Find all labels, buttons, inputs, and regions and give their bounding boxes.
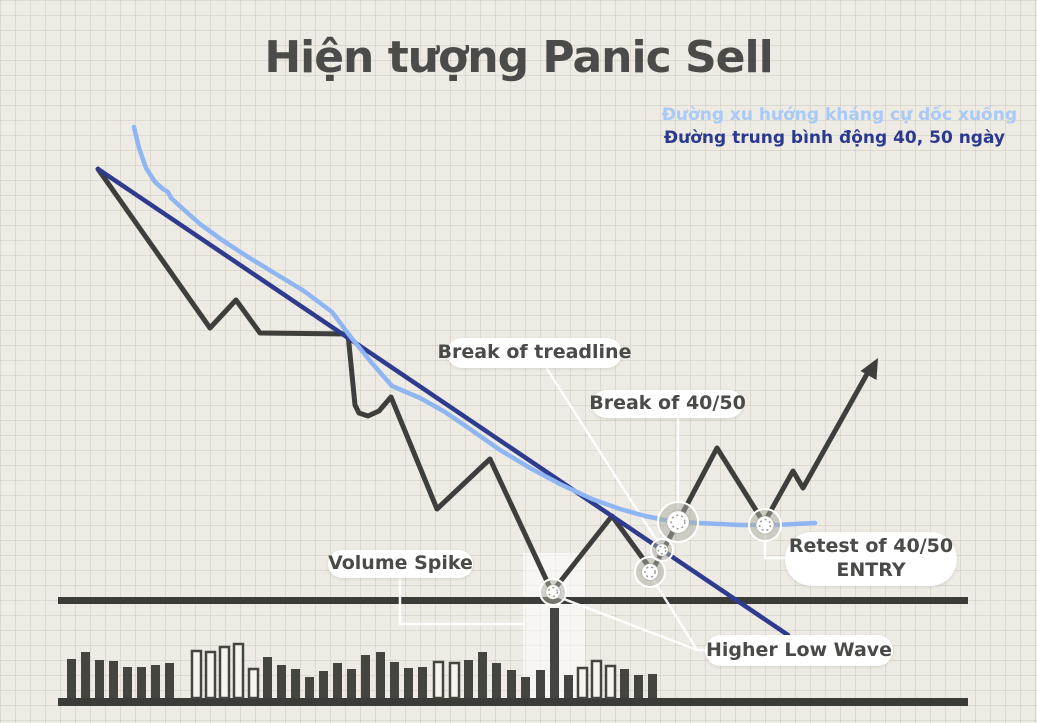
volume-bar-hollow	[190, 649, 203, 700]
volume-bar	[319, 671, 328, 698]
volume-baseline-bar	[58, 698, 968, 706]
marker-dots-break-trendline	[657, 545, 667, 555]
volume-bar	[536, 670, 545, 698]
volume-bar	[263, 657, 272, 698]
volume-bar-hollow	[218, 645, 231, 700]
page-title: Hiện tượng Panic Sell	[264, 32, 773, 83]
volume-bar	[634, 675, 643, 698]
volume-bar-hollow	[247, 667, 260, 700]
volume-bar	[376, 652, 385, 698]
volume-bar	[521, 677, 530, 698]
annotation-connector-line	[649, 574, 699, 652]
volume-bar	[507, 670, 516, 698]
label-volume-spike: Volume Spike	[328, 550, 473, 578]
volume-bar	[492, 663, 501, 698]
marker-dots-retest-entry	[758, 518, 772, 532]
volume-bar	[564, 675, 573, 698]
volume-bar-hollow	[232, 642, 245, 700]
marker-core-break-40-50	[666, 510, 690, 534]
volume-bar	[333, 663, 342, 698]
support-level-bar	[58, 597, 968, 604]
annotation-connector-line	[398, 578, 526, 626]
volume-bar	[151, 665, 160, 698]
volume-bar-hollow	[590, 659, 603, 700]
label-break-of-trendline: Break of treadline	[438, 338, 631, 368]
volume-bar	[123, 667, 132, 698]
label-break-of-40-50: Break of 40/50	[589, 390, 746, 418]
volume-bar	[418, 667, 427, 698]
volume-bar	[137, 667, 146, 698]
volume-bar	[305, 677, 314, 698]
volume-bar	[361, 655, 370, 698]
volume-bar	[464, 660, 473, 698]
volume-bar	[347, 669, 356, 698]
volume-bar	[390, 662, 399, 698]
volume-bar	[291, 669, 300, 698]
label-retest-line1: Retest of 40/50	[788, 535, 954, 558]
volume-bar	[67, 659, 76, 698]
volume-bar-hollow	[576, 666, 589, 700]
label-retest-of-40-50-entry: Retest of 40/50 ENTRY	[785, 532, 957, 586]
label-retest-line2: ENTRY	[836, 559, 906, 581]
navy-trendline	[95, 166, 791, 638]
volume-bar	[478, 652, 487, 698]
volume-bar	[95, 660, 104, 698]
label-higher-low-wave: Higher Low Wave	[705, 635, 893, 666]
volume-bar	[550, 608, 559, 698]
marker-dots-break-40-50	[670, 514, 686, 530]
volume-bar-hollow	[604, 664, 617, 700]
blue-ma-curve	[131, 124, 818, 528]
volume-bar	[404, 668, 413, 698]
marker-dots-higher-low	[644, 566, 656, 578]
volume-bar	[165, 663, 174, 698]
price-arrowhead	[860, 358, 878, 380]
volume-bar	[277, 665, 286, 698]
marker-core-higher-low	[641, 563, 659, 581]
marker-core-retest-entry	[755, 515, 775, 535]
volume-bar	[109, 661, 118, 698]
legend-moving-average-40-50: Đường trung bình động 40, 50 ngày	[663, 128, 1005, 148]
volume-bar-hollow	[432, 660, 445, 700]
volume-bar	[648, 674, 657, 698]
marker-dots-volume-spike-low	[547, 586, 559, 598]
annotation-connector-line	[545, 367, 664, 551]
volume-bar	[81, 652, 90, 698]
volume-bar	[620, 669, 629, 698]
volume-bar-hollow	[204, 650, 217, 700]
legend-downtrend-resistance: Đường xu hướng kháng cự dốc xuống	[661, 105, 1017, 125]
volume-bar-hollow	[448, 661, 461, 700]
